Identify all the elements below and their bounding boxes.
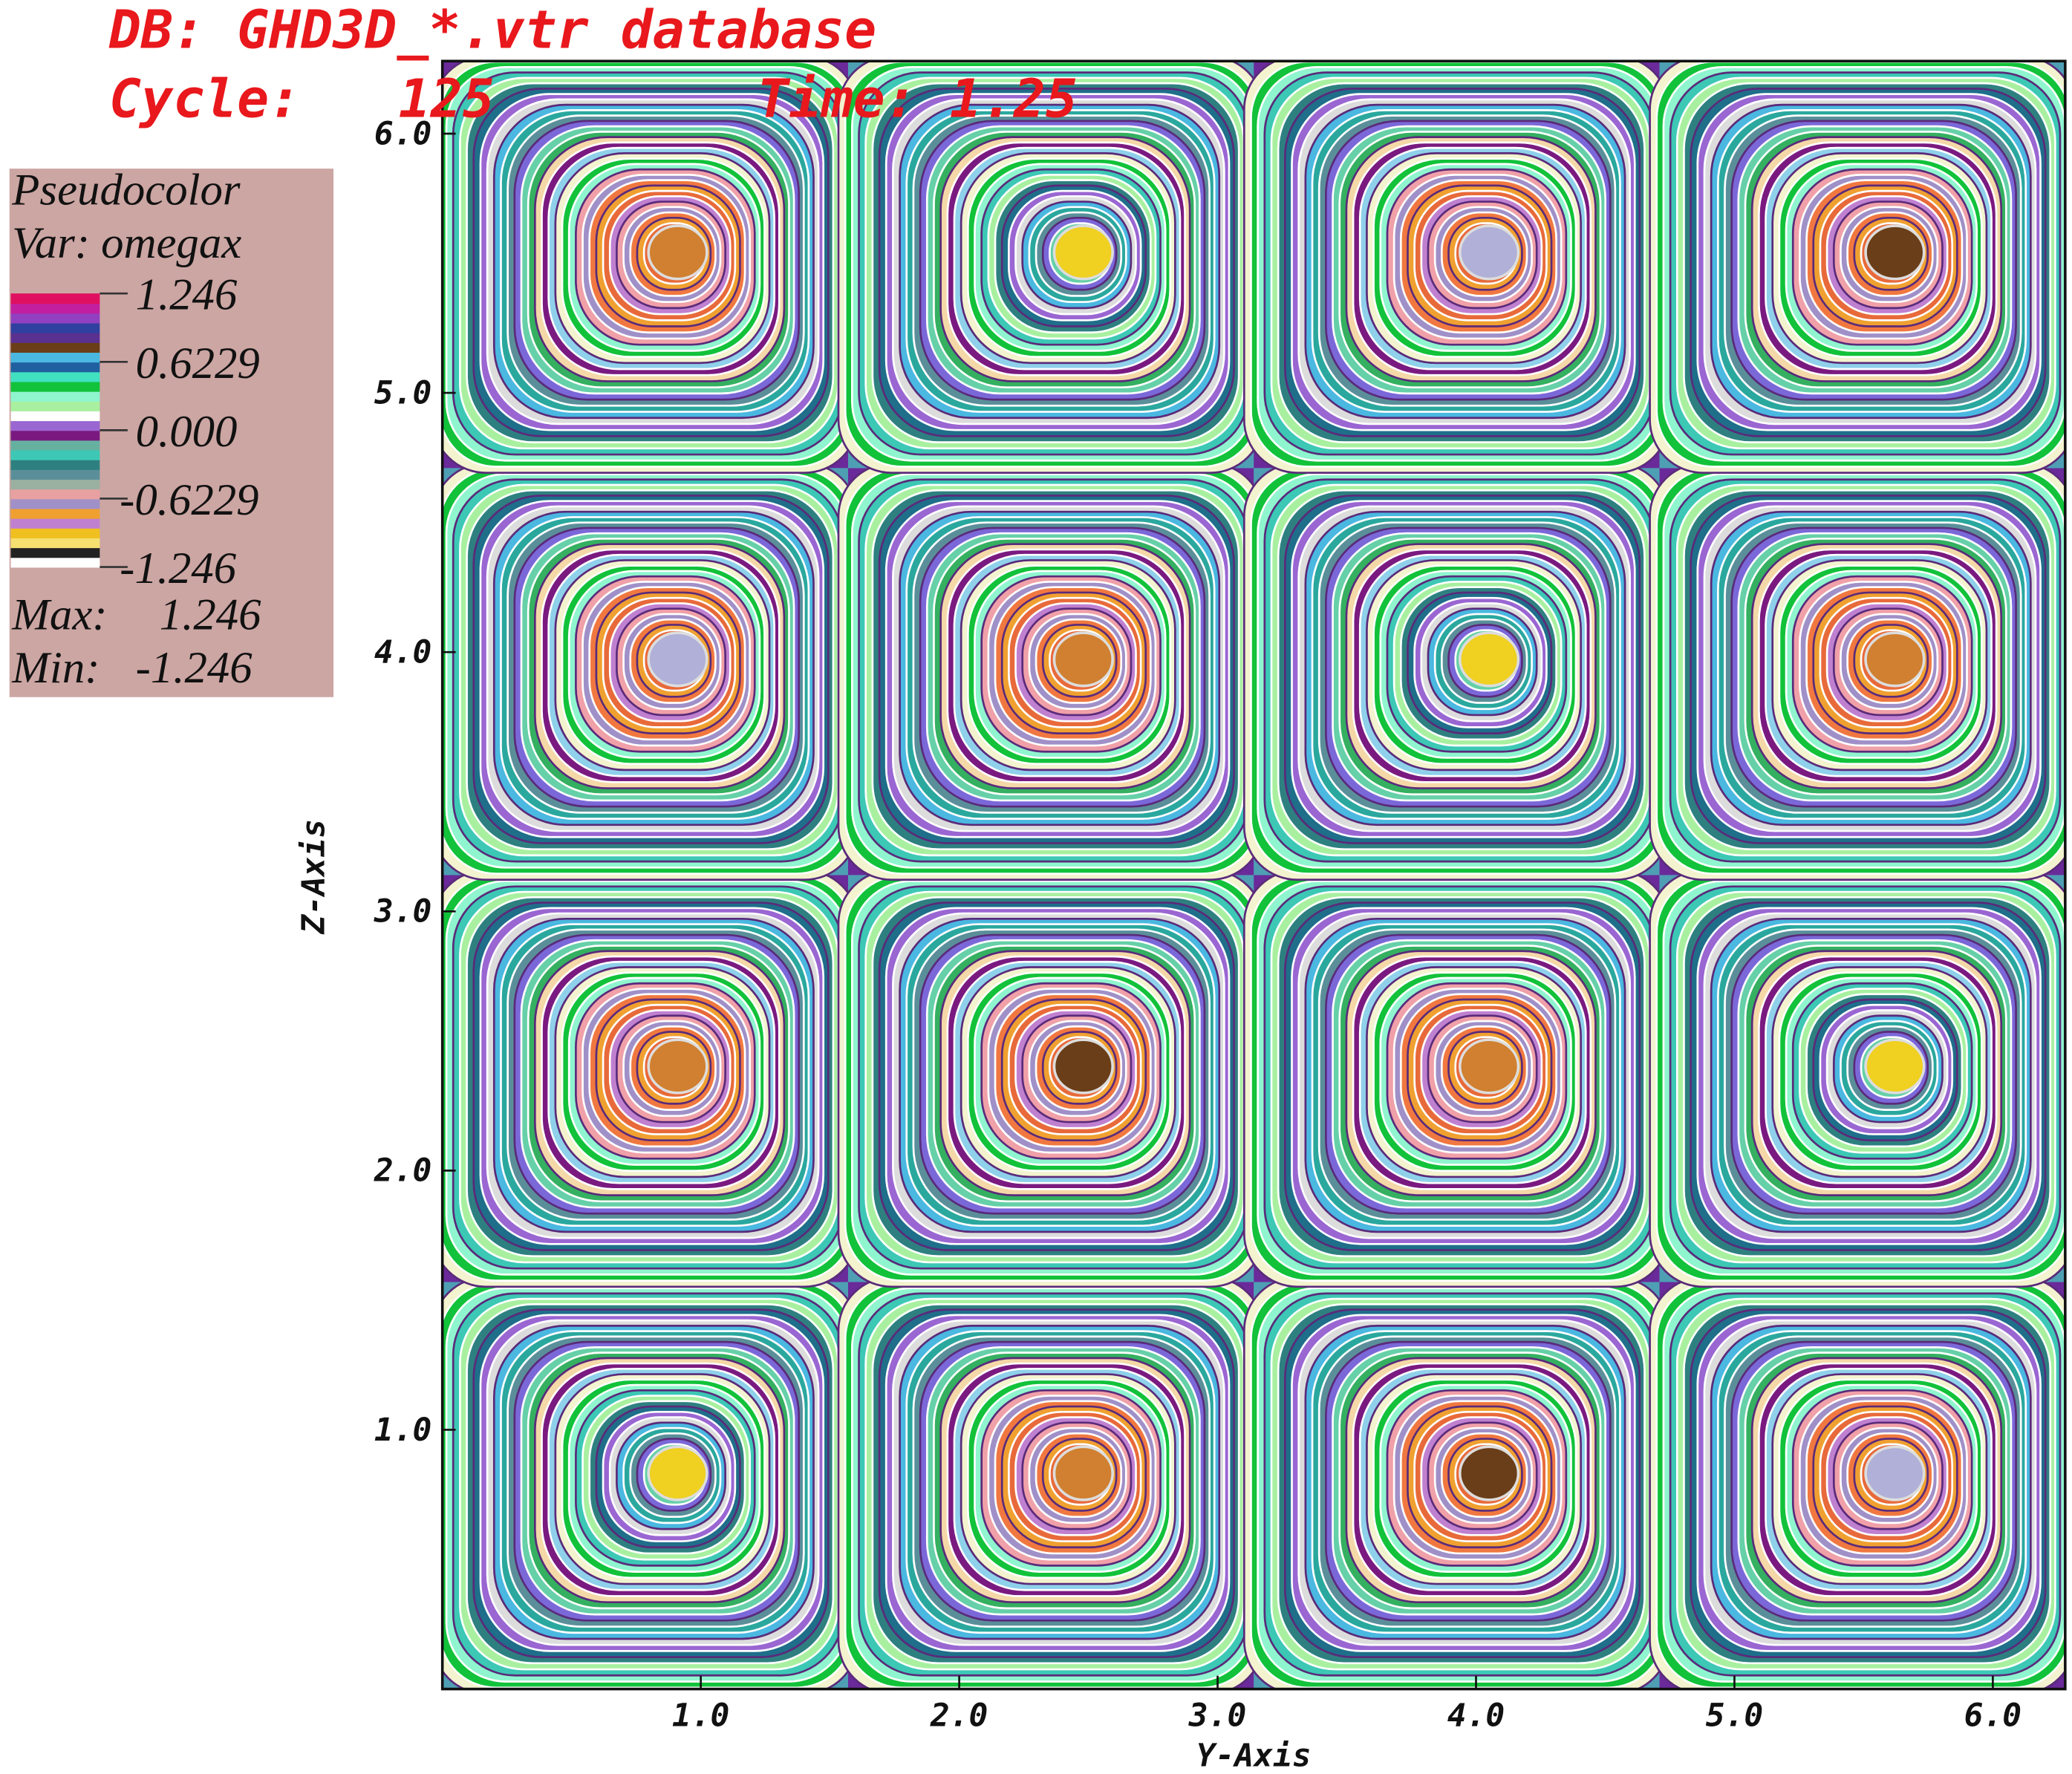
field bbox=[442, 61, 2065, 1689]
time-value: 1.25 bbox=[950, 68, 1078, 129]
legend-min: -1.246 bbox=[136, 643, 253, 693]
colorbar-label: 0.6229 bbox=[136, 339, 260, 388]
colorbar-band bbox=[10, 293, 100, 304]
colorbar-band bbox=[10, 508, 100, 519]
colorbar-band bbox=[10, 459, 100, 470]
colorbar-band bbox=[10, 479, 100, 490]
cycle-label: Cycle: bbox=[109, 68, 301, 129]
vortex-core bbox=[1458, 224, 1520, 281]
time-label: Time: bbox=[757, 68, 916, 129]
vortex-core bbox=[647, 631, 708, 688]
vortex-core bbox=[1052, 224, 1114, 281]
colorbar-label: -0.6229 bbox=[120, 475, 258, 525]
y-tick-label: 1.0 bbox=[374, 1412, 431, 1449]
colorbar-band bbox=[10, 420, 100, 431]
colorbar-band bbox=[10, 381, 100, 392]
colorbar-label: 1.246 bbox=[136, 270, 238, 320]
colorbar-band bbox=[10, 322, 100, 333]
vortex-core bbox=[1864, 1038, 1926, 1095]
colorbar-band bbox=[10, 411, 100, 422]
legend-min-label: Min: bbox=[11, 643, 100, 693]
x-tick-label: 4.0 bbox=[1447, 1698, 1505, 1735]
colorbar-band bbox=[10, 440, 100, 451]
colorbar-band bbox=[10, 400, 100, 411]
x-tick-label: 5.0 bbox=[1706, 1698, 1764, 1735]
vortex-core bbox=[1864, 631, 1926, 688]
vortex-core bbox=[1864, 224, 1926, 281]
colorbar-band bbox=[10, 498, 100, 509]
y-tick-label: 6.0 bbox=[374, 115, 431, 152]
y-tick-label: 3.0 bbox=[374, 893, 432, 930]
db-label: DB: GHD3D_*.vtr database bbox=[108, 0, 876, 60]
colorbar-band bbox=[10, 362, 100, 373]
colorbar-band bbox=[10, 547, 100, 558]
y-tick-label: 4.0 bbox=[374, 633, 431, 671]
vortex-core bbox=[1458, 631, 1520, 688]
vortex-core bbox=[1052, 1445, 1114, 1501]
colorbar-band bbox=[10, 332, 100, 343]
legend-max: 1.246 bbox=[160, 590, 261, 640]
colorbar-label: -1.246 bbox=[120, 544, 237, 593]
legend-max-label: Max: bbox=[11, 590, 107, 640]
legend-variable: Var: omegax bbox=[12, 218, 241, 268]
vortex-core bbox=[1458, 1445, 1520, 1501]
vortex-core bbox=[647, 1038, 708, 1095]
x-tick-label: 1.0 bbox=[672, 1698, 730, 1735]
vortex-core bbox=[1458, 1038, 1520, 1095]
x-axis-title: Y-Axis bbox=[1196, 1737, 1312, 1774]
legend-plot: Pseudocolor bbox=[11, 165, 241, 215]
colorbar-band bbox=[10, 518, 100, 529]
vortex-core bbox=[1052, 631, 1114, 688]
vortex-core bbox=[1052, 1038, 1114, 1095]
plot-frame bbox=[440, 59, 2067, 1691]
colorbar-band bbox=[10, 391, 100, 402]
y-tick-label: 5.0 bbox=[374, 374, 431, 411]
colorbar-band bbox=[10, 371, 100, 382]
vortex-core bbox=[647, 1445, 708, 1501]
colorbar-band bbox=[10, 557, 100, 568]
colorbar-band bbox=[10, 449, 100, 460]
x-tick-label: 2.0 bbox=[930, 1698, 988, 1735]
colorbar-band bbox=[10, 527, 100, 538]
colorbar-band bbox=[10, 342, 100, 353]
colorbar-band bbox=[10, 352, 100, 363]
colorbar-band bbox=[10, 313, 100, 324]
colorbar-label: 0.000 bbox=[136, 407, 238, 457]
vortex-core bbox=[647, 224, 708, 281]
colorbar-band bbox=[10, 489, 100, 500]
x-tick-label: 3.0 bbox=[1188, 1698, 1247, 1735]
cycle-value: 125 bbox=[399, 68, 495, 129]
colorbar-band bbox=[10, 430, 100, 441]
colorbar-band bbox=[10, 303, 100, 314]
vortex-core bbox=[1864, 1445, 1926, 1501]
y-tick-label: 2.0 bbox=[374, 1152, 432, 1190]
colorbar-band bbox=[10, 469, 100, 480]
x-tick-label: 6.0 bbox=[1964, 1698, 2022, 1735]
colorbar-band bbox=[10, 538, 100, 549]
y-axis-title: Z-Axis bbox=[296, 819, 333, 935]
